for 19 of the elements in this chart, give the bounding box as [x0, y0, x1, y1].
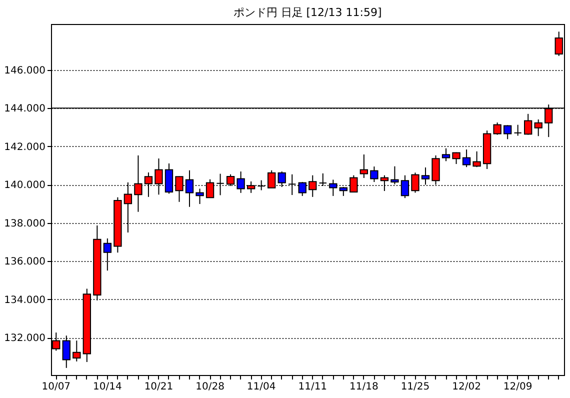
x-tick-label: 12/02 — [452, 382, 481, 392]
y-tick-label: 140.000 — [4, 180, 46, 192]
y-tick-label: 144.000 — [4, 104, 46, 115]
y-tick-label: 132.000 — [4, 333, 46, 344]
x-tick-label: 10/14 — [93, 382, 122, 392]
x-tick-label: 10/28 — [196, 382, 224, 392]
y-tick-label: 136.000 — [4, 256, 46, 268]
y-tick-label: 146.000 — [4, 65, 46, 76]
x-tick-label: 11/25 — [400, 382, 430, 392]
x-tick-label: 11/11 — [298, 382, 328, 392]
chart-title: ポンド円 日足 [12/13 11:59] — [233, 6, 382, 19]
x-tick-label: 10/07 — [42, 382, 71, 392]
x-tick-label: 12/09 — [503, 382, 532, 392]
y-tick-label: 134.000 — [4, 294, 46, 306]
x-tick-label: 11/18 — [350, 382, 378, 392]
x-tick-label: 11/04 — [246, 382, 276, 392]
y-tick-label: 138.000 — [4, 218, 46, 230]
x-tick-label: 10/21 — [144, 382, 174, 392]
y-tick-label: 142.000 — [4, 142, 46, 153]
